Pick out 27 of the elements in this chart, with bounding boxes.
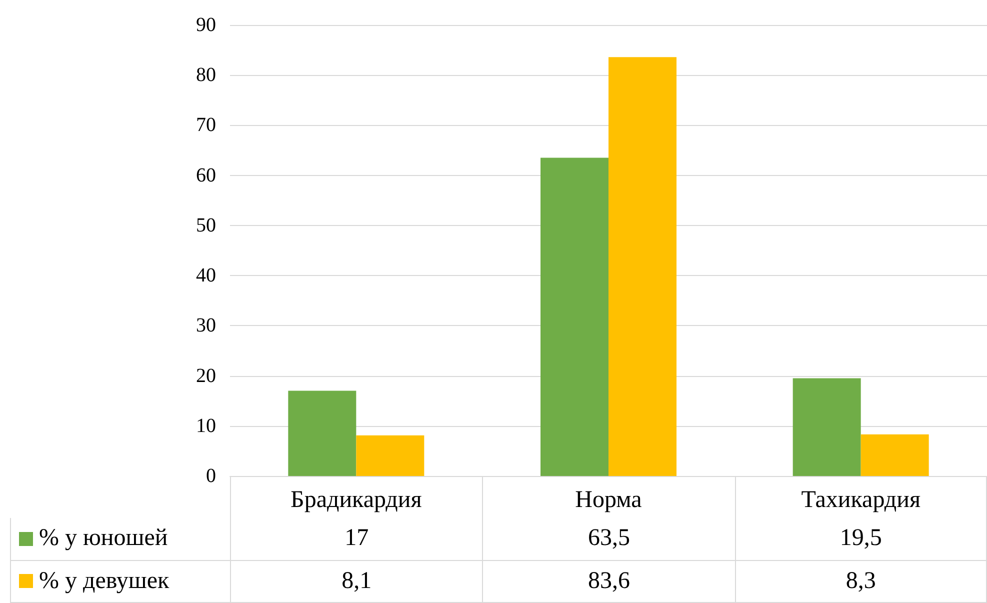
- bar: [540, 158, 608, 476]
- data-label: 17: [230, 518, 482, 560]
- bar: [356, 435, 424, 476]
- bar: [792, 378, 861, 476]
- y-tick-label: 30: [196, 314, 216, 337]
- x-tick-label: Брадикардия: [290, 487, 422, 513]
- y-tick-label: 80: [196, 64, 216, 86]
- y-tick-label: 0: [206, 465, 216, 487]
- x-tick-label: Тахикардия: [801, 487, 920, 513]
- data-label: 19,5: [734, 518, 987, 560]
- bar: [288, 390, 356, 476]
- data-label: 8,3: [734, 560, 987, 603]
- bar: [860, 434, 929, 476]
- y-tick-label: 60: [196, 164, 216, 186]
- x-tick-label: Норма: [575, 487, 642, 513]
- data-label: 83,6: [482, 560, 735, 603]
- data-label: 8,1: [230, 560, 482, 603]
- y-tick-label: 40: [196, 264, 216, 287]
- legend-label: % у девушек: [39, 568, 170, 595]
- y-tick-label: 50: [196, 214, 216, 236]
- data-label: 63,5: [482, 518, 735, 560]
- legend-label: % у юношей: [39, 525, 168, 552]
- y-tick-label: 70: [196, 114, 216, 136]
- y-tick-label: 20: [196, 364, 216, 387]
- y-tick-label: 10: [196, 414, 216, 437]
- bar: [608, 57, 676, 476]
- y-tick-label: 90: [196, 14, 216, 36]
